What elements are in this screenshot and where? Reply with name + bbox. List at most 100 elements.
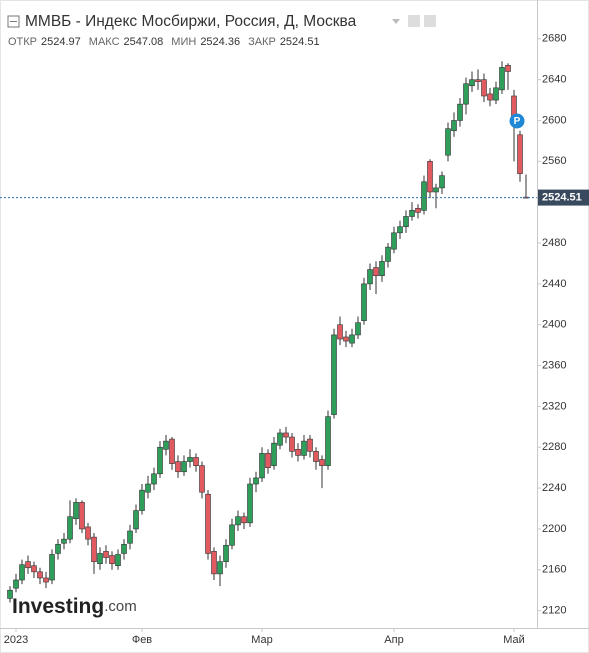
x-tick-label: 2023 bbox=[4, 634, 28, 646]
last-price-box bbox=[538, 189, 589, 206]
watermark-brand: Investing bbox=[12, 595, 104, 618]
candle-body bbox=[49, 554, 55, 581]
candle-body bbox=[79, 502, 85, 530]
x-tick-label: Мар bbox=[251, 634, 273, 646]
candle-body bbox=[199, 465, 205, 493]
candle-body bbox=[145, 483, 151, 493]
candle-body bbox=[31, 565, 37, 573]
annotation-label: P bbox=[514, 116, 521, 127]
annotation-marker[interactable] bbox=[509, 113, 525, 129]
candle-body bbox=[151, 473, 157, 485]
y-tick-label: 2320 bbox=[542, 400, 566, 412]
candle-body bbox=[103, 551, 109, 558]
x-tick-label: Апр bbox=[384, 634, 403, 646]
candle-body bbox=[367, 269, 373, 285]
candle-body bbox=[295, 449, 301, 456]
candle-body bbox=[331, 334, 337, 415]
candle-body bbox=[67, 516, 73, 540]
plot-area bbox=[0, 61, 537, 603]
candle-body bbox=[253, 477, 259, 485]
candle-body bbox=[175, 461, 181, 473]
candle-body bbox=[193, 457, 199, 466]
candle-body bbox=[421, 181, 427, 211]
candle-body bbox=[403, 216, 409, 227]
candle-body bbox=[325, 416, 331, 466]
y-tick-label: 2440 bbox=[542, 278, 566, 290]
candle-body bbox=[397, 226, 403, 234]
candle-body bbox=[43, 577, 49, 583]
close-icon[interactable] bbox=[424, 15, 436, 27]
candle-body bbox=[91, 536, 97, 562]
candle-body bbox=[463, 83, 469, 105]
candle-body bbox=[379, 261, 385, 277]
candle-body bbox=[259, 453, 265, 479]
candle-body bbox=[499, 67, 505, 91]
y-tick-label: 2160 bbox=[542, 564, 566, 576]
legend-value: 2547.08 bbox=[124, 36, 164, 48]
dropdown-icon[interactable] bbox=[392, 19, 400, 24]
candle-body bbox=[121, 543, 127, 554]
candle-body bbox=[355, 322, 361, 336]
candle-body bbox=[505, 65, 511, 72]
candle-body bbox=[409, 210, 415, 217]
legend-value: 2524.36 bbox=[200, 36, 240, 48]
watermark: Investing.com bbox=[12, 595, 137, 618]
candle-body bbox=[217, 561, 223, 575]
legend-label: ЗАКР bbox=[248, 36, 276, 48]
y-tick-label: 2400 bbox=[542, 319, 566, 331]
legend-label: МИН bbox=[171, 36, 196, 48]
candle-body bbox=[349, 334, 355, 344]
watermark-suffix: .com bbox=[104, 598, 137, 615]
y-tick-label: 2680 bbox=[542, 33, 566, 45]
candle-body bbox=[319, 459, 325, 466]
chart-title: ММВБ - Индекс Мосбиржи, Россия, Д, Москв… bbox=[25, 13, 357, 30]
y-tick-label: 2480 bbox=[542, 237, 566, 249]
last-price-label: 2524.51 bbox=[542, 191, 582, 203]
legend-label: ОТКР bbox=[8, 36, 37, 48]
candle-body bbox=[55, 543, 61, 554]
candle-body bbox=[301, 440, 307, 456]
candle-body bbox=[61, 538, 67, 544]
candle-body bbox=[139, 489, 145, 511]
legend-label: МАКС bbox=[89, 36, 120, 48]
x-tick-label: Май bbox=[503, 634, 525, 646]
candle-body bbox=[277, 432, 283, 446]
candle-body bbox=[475, 79, 481, 82]
candle-body bbox=[265, 453, 271, 468]
candle-body bbox=[13, 579, 19, 589]
y-tick-label: 2280 bbox=[542, 441, 566, 453]
candle-body bbox=[451, 120, 457, 132]
candle-body bbox=[481, 79, 487, 97]
candle-body bbox=[127, 530, 133, 544]
y-tick-label: 2560 bbox=[542, 155, 566, 167]
candle-body bbox=[307, 438, 313, 452]
candle-body bbox=[133, 510, 139, 530]
candle-body bbox=[415, 208, 421, 213]
candle-body bbox=[247, 483, 253, 524]
candle-body bbox=[517, 134, 523, 174]
collapse-icon[interactable] bbox=[7, 15, 20, 28]
candle-body bbox=[37, 571, 43, 579]
legend-value: 2524.51 bbox=[280, 36, 320, 48]
y-tick-label: 2360 bbox=[542, 359, 566, 371]
candle-body bbox=[493, 87, 499, 101]
legend-value: 2524.97 bbox=[41, 36, 81, 48]
settings-icon[interactable] bbox=[408, 15, 420, 27]
candle-body bbox=[97, 553, 103, 564]
candle-body bbox=[157, 446, 163, 475]
candle-body bbox=[73, 502, 79, 520]
candle-body bbox=[391, 232, 397, 250]
candle-body bbox=[271, 442, 277, 466]
candle-body bbox=[337, 324, 343, 340]
candle-body bbox=[169, 438, 175, 464]
candle-body bbox=[115, 554, 121, 567]
candle-body bbox=[7, 589, 13, 599]
candle-body bbox=[445, 128, 451, 156]
y-tick-label: 2240 bbox=[542, 482, 566, 494]
candle-body bbox=[109, 555, 115, 564]
candle-body bbox=[343, 336, 349, 342]
candle-body bbox=[205, 493, 211, 554]
